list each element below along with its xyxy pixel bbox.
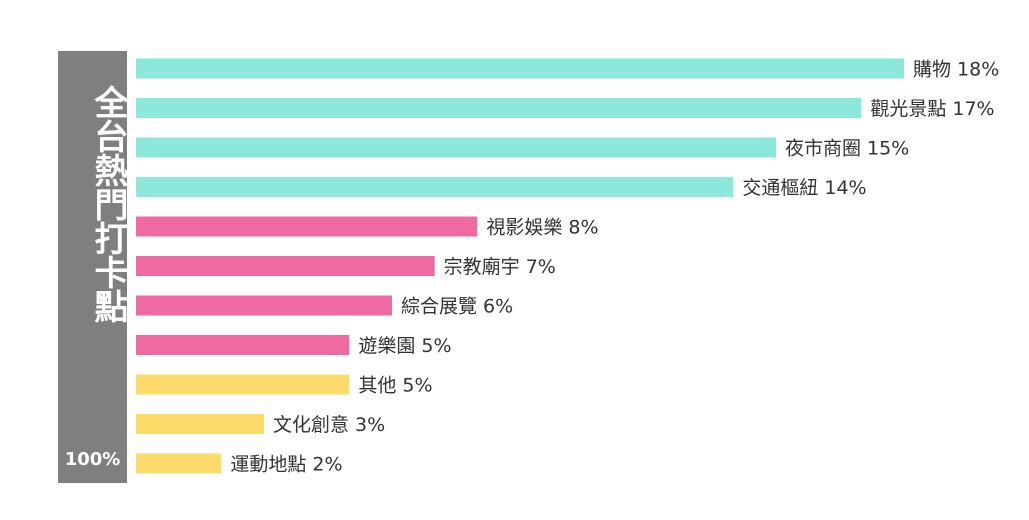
bar-3	[136, 177, 734, 197]
bar-6	[136, 295, 392, 316]
bar-9	[136, 414, 264, 434]
total-label: 100%	[64, 449, 121, 470]
bar-1	[136, 98, 862, 118]
bar-label-7: 遊樂園 5%	[358, 335, 451, 357]
bar-label-0: 購物 18%	[913, 59, 999, 81]
bar-0	[136, 58, 904, 79]
total-column: 全台熱門打卡點 100%	[58, 51, 128, 483]
bar-10	[136, 453, 222, 474]
bar-7	[136, 335, 350, 355]
bar-8	[136, 374, 350, 395]
bar-label-1: 觀光景點 17%	[870, 98, 994, 120]
bar-label-9: 文化創意 3%	[273, 414, 385, 436]
chart-title: 全台熱門打卡點	[88, 85, 128, 323]
bar-label-6: 綜合展覽 6%	[401, 296, 513, 318]
bar-label-2: 夜市商圈 15%	[785, 138, 909, 160]
bar-5	[136, 256, 435, 276]
bar-label-4: 視影娛樂 8%	[486, 217, 598, 239]
bar-label-8: 其他 5%	[358, 375, 432, 397]
bar-label-10: 運動地點 2%	[230, 454, 342, 476]
bar-4	[136, 216, 478, 237]
bar-label-5: 宗教廟宇 7%	[444, 256, 556, 278]
bar-label-3: 交通樞紐 14%	[742, 177, 866, 199]
bar-2	[136, 137, 776, 158]
